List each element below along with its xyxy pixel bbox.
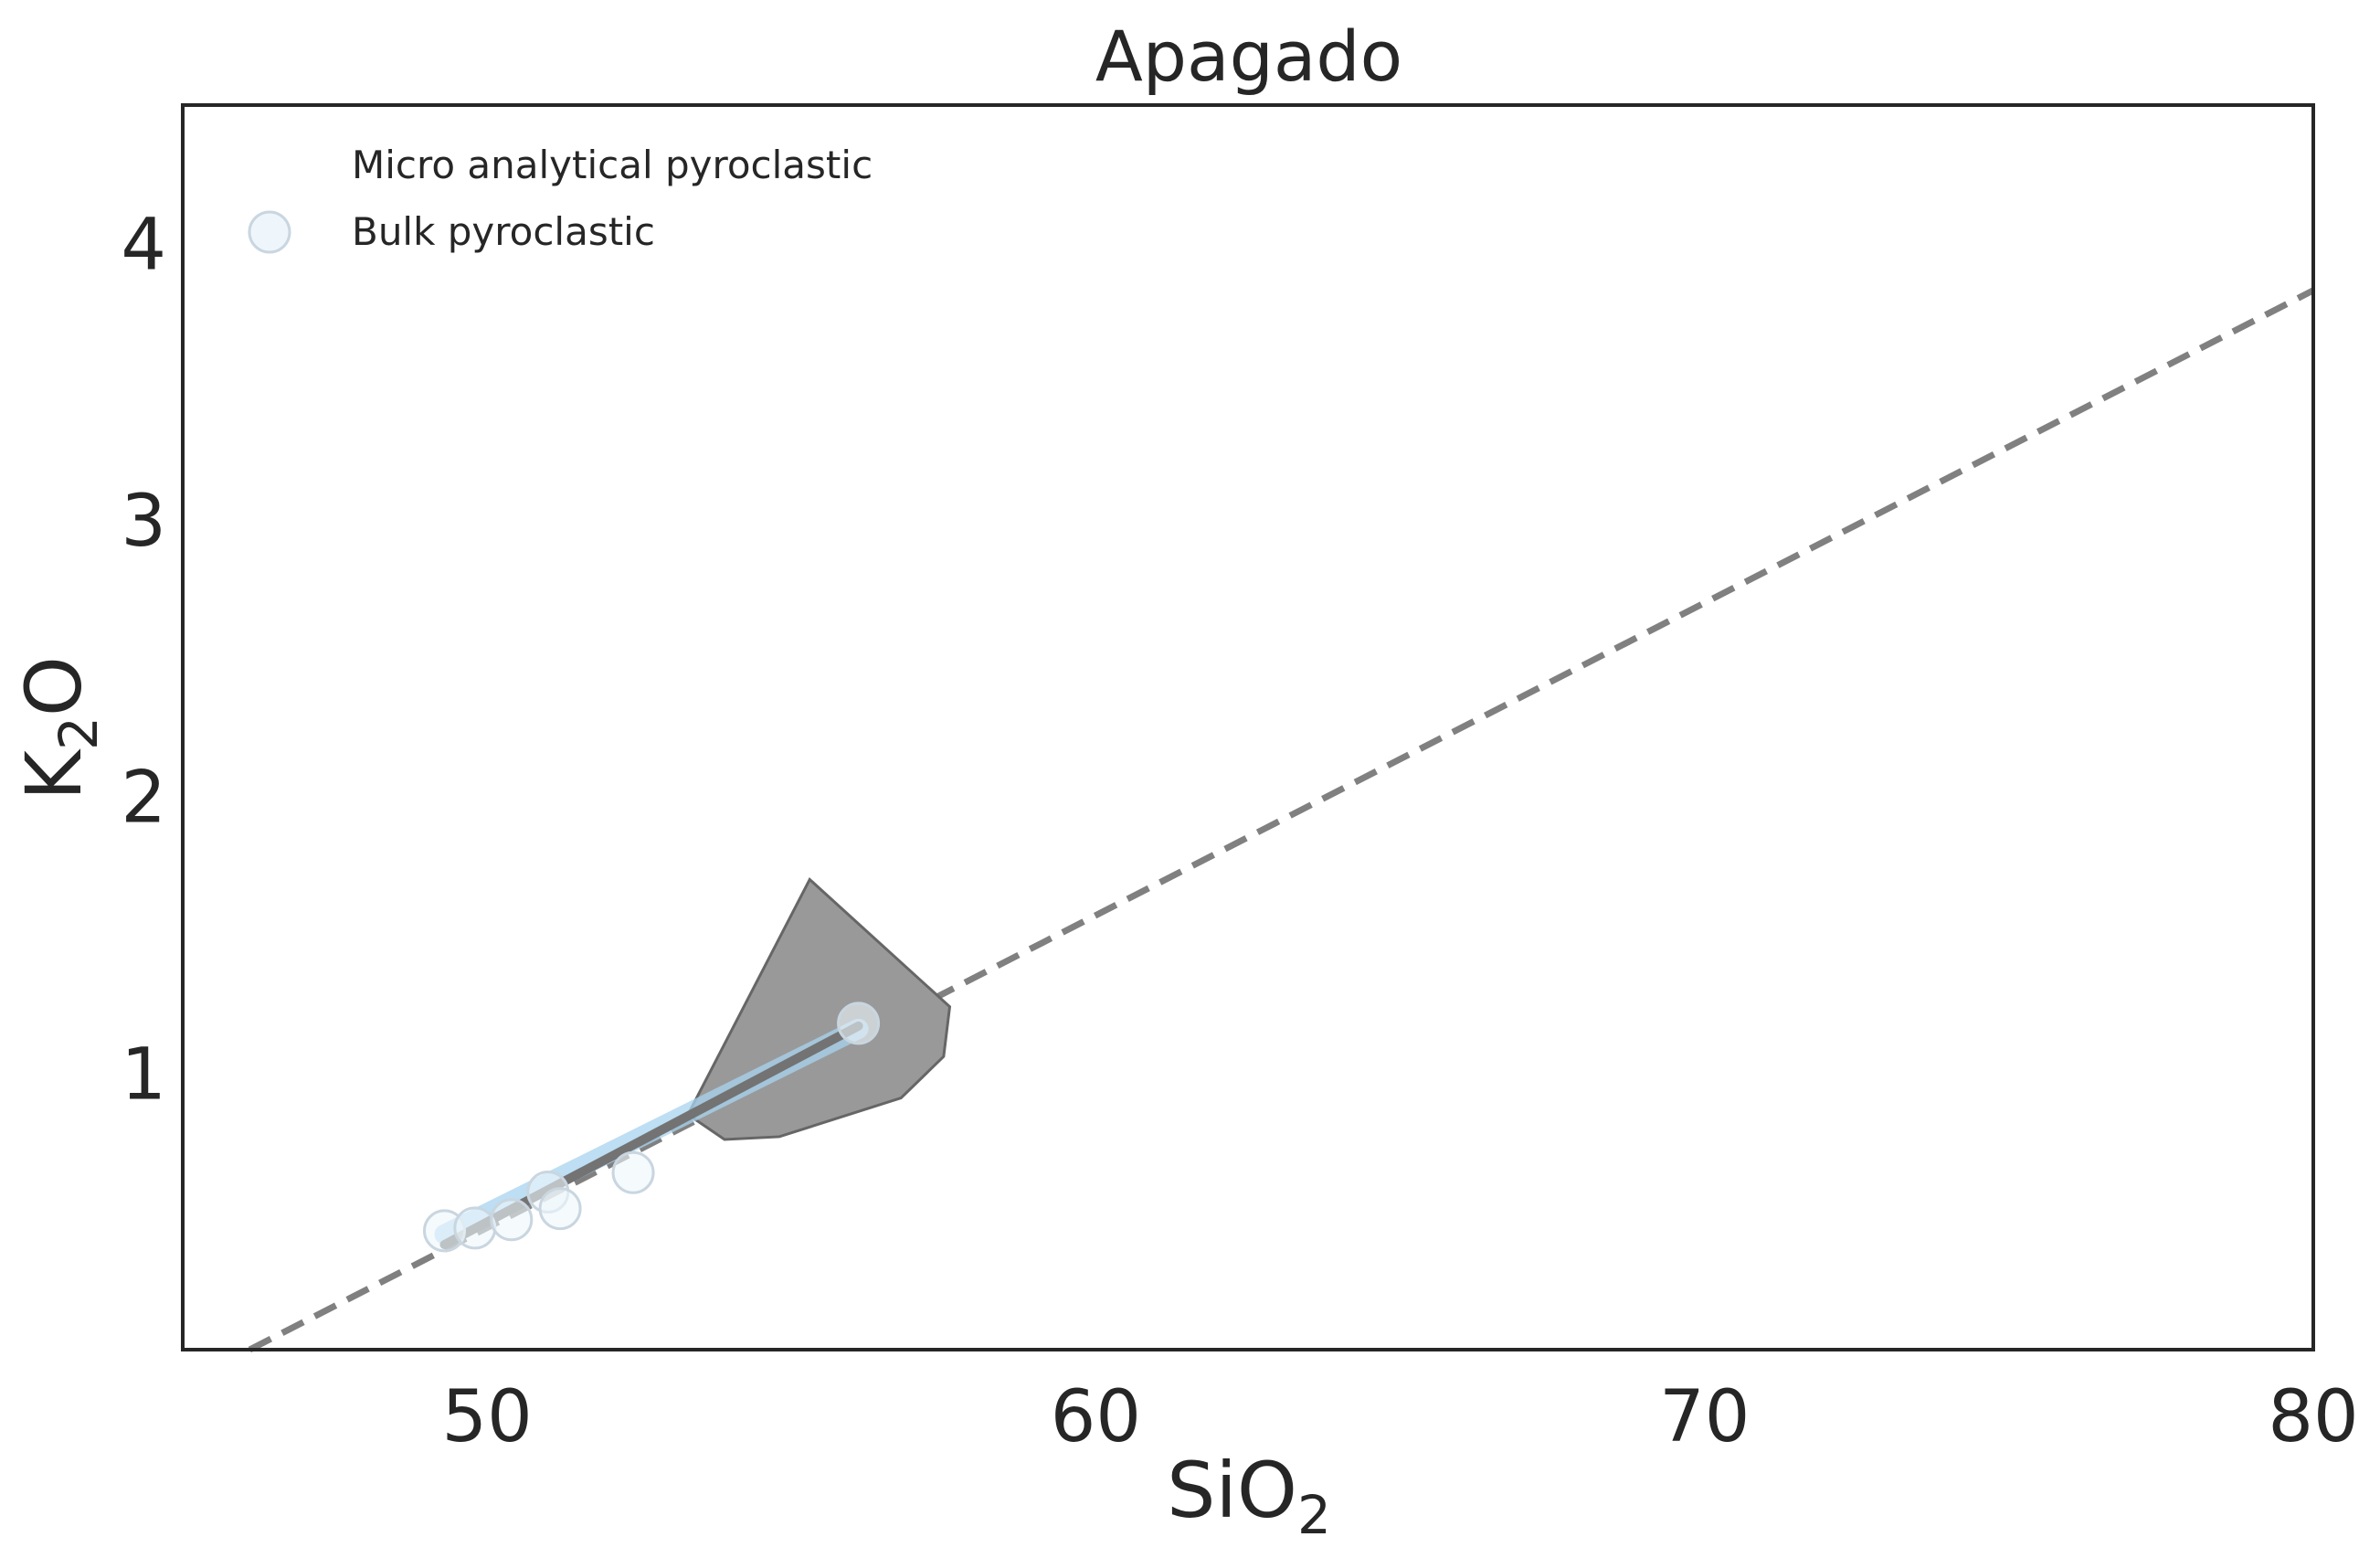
bulk-point: [837, 1002, 881, 1045]
y-axis-label-subscript: 2: [48, 716, 110, 750]
y-axis-label-base: K: [9, 748, 99, 800]
bulk-points-layer: [423, 1002, 881, 1253]
bulk-point: [490, 1198, 534, 1242]
y-tick-label: 4: [121, 204, 166, 286]
dashed-reference-line: [248, 287, 2315, 1353]
plot-frame: [181, 103, 2315, 1351]
y-axis-ticks: 1 2 3 4: [121, 204, 166, 1116]
x-axis-ticks: 50 60 70 80: [442, 1376, 2359, 1458]
y-axis-label: K2O: [9, 656, 110, 800]
bulk-point: [611, 1150, 655, 1194]
dashed-reference-layer: [248, 287, 2315, 1353]
y-tick-label: 1: [121, 1033, 166, 1116]
x-tick-label: 80: [2268, 1376, 2358, 1458]
x-tick-label: 50: [442, 1376, 533, 1458]
legend-marker-bulk: [248, 210, 291, 254]
y-axis-label-suffix: O: [9, 656, 99, 716]
chart-title: Apagado: [1095, 16, 1402, 97]
x-axis-label: SiO2: [1167, 1446, 1331, 1546]
legend-label-micro-analytical: Micro analytical pyroclastic: [352, 143, 873, 187]
y-tick-label: 3: [121, 481, 166, 563]
bulk-point: [538, 1187, 582, 1231]
y-tick-label: 2: [121, 758, 166, 840]
x-tick-label: 70: [1659, 1376, 1750, 1458]
x-tick-label: 60: [1051, 1376, 1141, 1458]
bulk-point: [453, 1206, 497, 1250]
x-axis-label-subscript: 2: [1297, 1484, 1331, 1546]
x-axis-label-base: SiO: [1167, 1446, 1297, 1535]
legend: Micro analytical pyroclastic Bulk pyrocl…: [248, 143, 873, 254]
legend-label-bulk: Bulk pyroclastic: [352, 209, 655, 254]
